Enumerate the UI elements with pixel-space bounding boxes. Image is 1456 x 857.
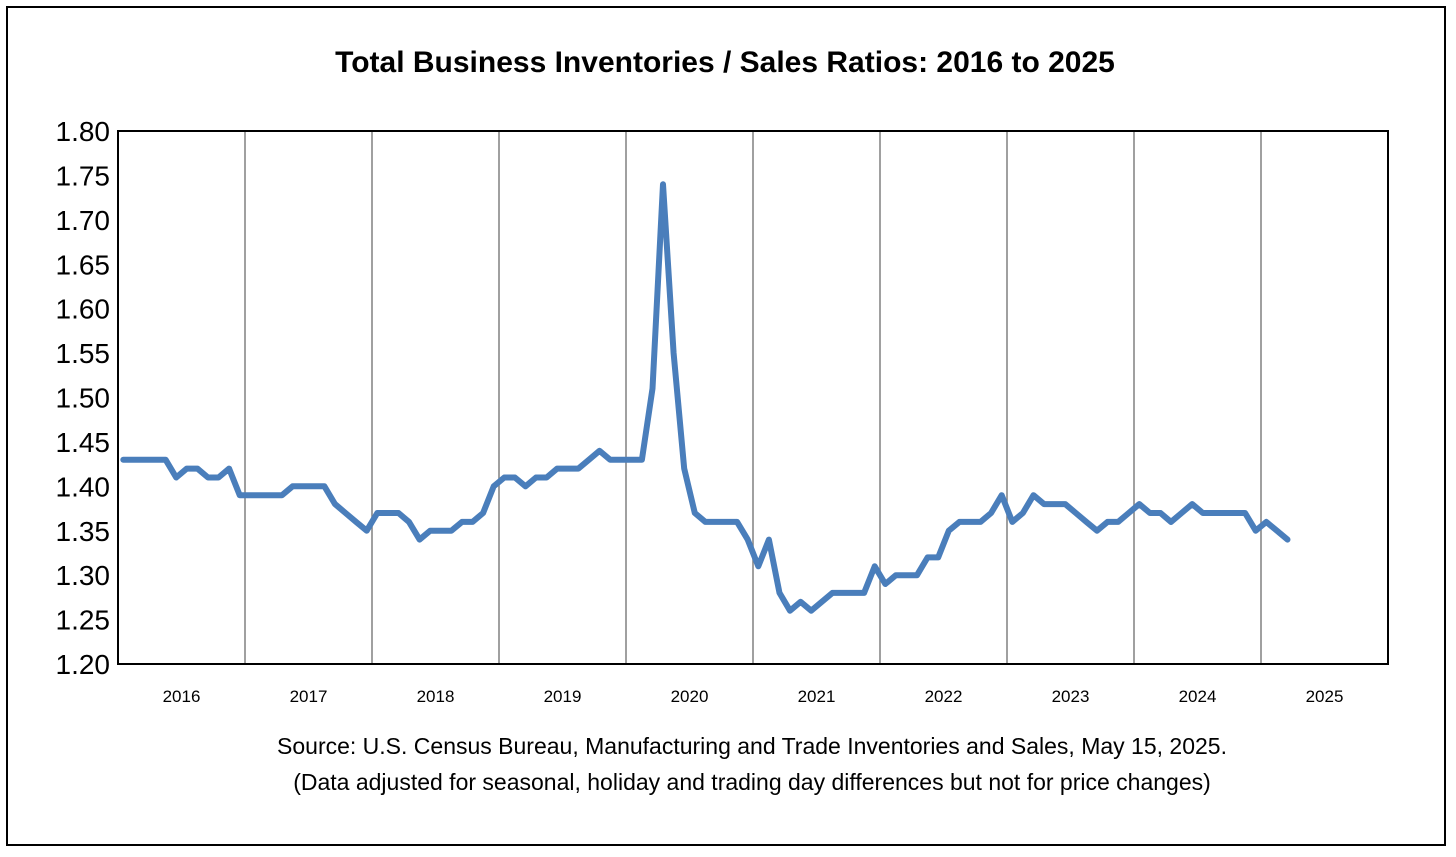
y-tick-label: 1.25 <box>56 605 111 636</box>
y-tick-label: 1.65 <box>56 249 111 280</box>
chart-frame <box>6 6 1446 846</box>
x-axis: 2016 2017 2018 2019 2020 2021 2022 2023 2024 2025 <box>163 687 1344 706</box>
series-line <box>120 181 1291 614</box>
x-tick-label: 2019 <box>544 687 582 706</box>
y-axis: 1.20 1.25 1.30 1.35 1.40 1.45 1.50 1.55 1.60 1.65… <box>56 116 111 680</box>
source-line-1: Source: U.S. Census Bureau, Manufacturin… <box>277 733 1227 759</box>
y-tick-label: 1.30 <box>56 560 111 591</box>
x-tick-label: 2020 <box>671 687 709 706</box>
x-tick-label: 2021 <box>798 687 836 706</box>
y-tick-label: 1.60 <box>56 294 111 325</box>
plot-area <box>117 130 1389 665</box>
y-tick-label: 1.55 <box>56 338 111 369</box>
x-tick-label: 2023 <box>1052 687 1090 706</box>
y-tick-label: 1.70 <box>56 205 111 236</box>
y-tick-label: 1.45 <box>56 427 111 458</box>
x-tick-label: 2022 <box>925 687 963 706</box>
x-tick-label: 2018 <box>417 687 455 706</box>
series-layer <box>120 181 1291 614</box>
y-tick-label: 1.75 <box>56 160 111 191</box>
y-tick-label: 1.50 <box>56 383 111 414</box>
x-tick-label: 2017 <box>290 687 328 706</box>
x-tick-label: 2025 <box>1306 687 1344 706</box>
y-tick-label: 1.35 <box>56 516 111 547</box>
y-tick-label: 1.20 <box>56 649 111 680</box>
grid-layer <box>244 131 1262 664</box>
x-tick-label: 2024 <box>1179 687 1217 706</box>
y-tick-label: 1.40 <box>56 471 111 502</box>
source-line-2: (Data adjusted for seasonal, holiday and… <box>293 769 1211 795</box>
chart-title: Total Business Inventories / Sales Ratio… <box>335 46 1115 79</box>
x-tick-label: 2016 <box>163 687 201 706</box>
y-tick-label: 1.80 <box>56 116 111 147</box>
